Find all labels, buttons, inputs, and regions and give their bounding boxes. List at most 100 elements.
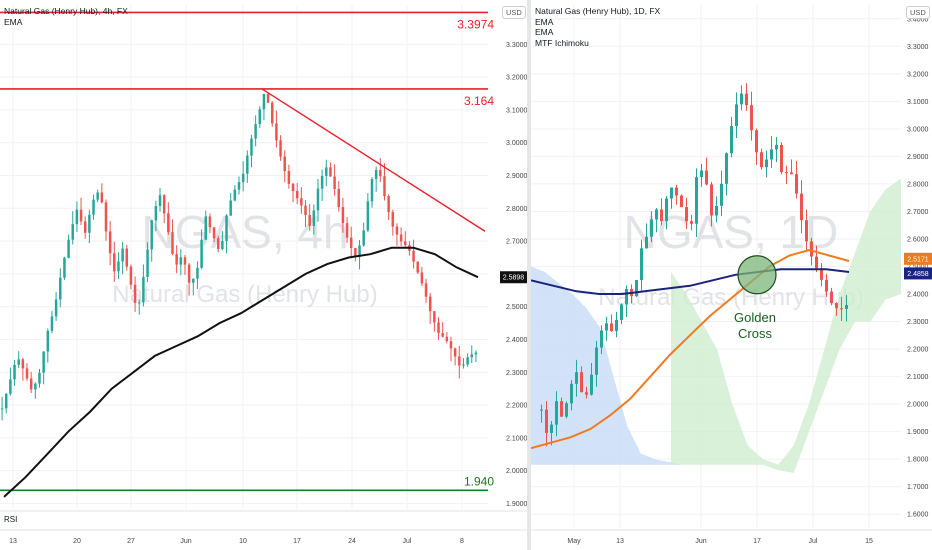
left-candle-body <box>162 195 166 214</box>
golden-cross-label-line2: Cross <box>738 326 772 341</box>
ichimoku-cloud-bearish <box>531 266 696 465</box>
left-y-tick: 3.1000 <box>506 107 527 114</box>
right-candle-body <box>680 195 683 208</box>
left-candle-body <box>200 239 203 268</box>
right-candle-body <box>675 187 678 196</box>
left-symbol-title: Natural Gas (Henry Hub), 4h, FX <box>4 6 128 16</box>
left-candle-body <box>25 368 29 379</box>
left-x-tick: 27 <box>127 538 135 545</box>
right-candle-body <box>610 323 613 332</box>
right-candle-body <box>785 172 788 174</box>
left-candle-body <box>113 253 116 272</box>
left-candle-body <box>179 257 183 265</box>
right-y-tick: 3.1000 <box>907 99 929 106</box>
right-candle-body <box>700 170 703 178</box>
left-candle-body <box>287 171 291 184</box>
left-candle-body <box>279 140 282 157</box>
right-candle-body <box>730 126 733 154</box>
left-candle-body <box>171 232 174 254</box>
ema-slow-line <box>531 268 850 295</box>
right-currency-button[interactable]: USD <box>906 6 930 19</box>
right-candle-body <box>830 291 833 304</box>
left-candle-body <box>125 248 129 267</box>
left-candle-body <box>146 249 149 278</box>
left-x-tick: 10 <box>239 538 247 545</box>
left-candle-body <box>374 169 378 180</box>
right-candle-body <box>620 304 623 320</box>
left-y-tick: 2.1000 <box>506 435 527 442</box>
left-candle-body <box>453 348 457 357</box>
right-candle-body <box>565 403 568 417</box>
right-candle-body <box>720 183 723 206</box>
golden-cross-label-line1: Golden <box>734 310 776 325</box>
right-y-tick: 2.2000 <box>907 347 929 354</box>
left-candle-body <box>271 102 274 124</box>
left-candle-body <box>38 372 41 384</box>
left-candle-body <box>258 109 262 125</box>
right-candle-body <box>625 288 628 305</box>
left-candle-body <box>54 299 58 317</box>
level-label: 3.3974 <box>457 17 494 31</box>
left-candle-body <box>21 359 25 369</box>
left-candle-body <box>441 333 444 337</box>
left-candle-body <box>366 201 370 231</box>
right-candle-body <box>575 372 578 384</box>
right-candle-body <box>600 330 603 348</box>
right-chart-panel[interactable]: NGAS, 1D Natural Gas (Henry Hub) Golden Cro… <box>531 0 932 550</box>
left-candle-body <box>329 167 332 177</box>
right-candle-body <box>580 372 583 393</box>
left-ema-line <box>3 246 479 498</box>
right-candle-body <box>790 172 793 175</box>
left-candle-body <box>387 196 390 213</box>
right-x-tick: 13 <box>616 538 624 545</box>
left-y-tick: 2.4000 <box>506 337 527 344</box>
right-ema-label-1: EMA <box>535 16 554 27</box>
left-candle-body <box>345 223 349 238</box>
right-candle-body <box>650 219 653 237</box>
left-candle-body <box>75 209 79 225</box>
left-price-badge <box>500 271 527 284</box>
left-candle-body <box>308 215 311 226</box>
left-candle-body <box>79 209 83 222</box>
left-candle-body <box>196 267 199 279</box>
left-chart-panel[interactable]: NGAS, 4h Natural Gas (Henry Hub) 3.3974 3.1… <box>0 0 527 550</box>
left-candle-body <box>142 277 145 303</box>
right-symbol-title: Natural Gas (Henry Hub), 1D, FX <box>535 6 661 16</box>
left-candle-body <box>433 311 436 323</box>
right-candle-body <box>560 401 563 417</box>
left-candle-body <box>325 167 328 176</box>
right-candle-body <box>545 409 548 433</box>
left-currency-button[interactable]: USD <box>502 6 526 19</box>
left-x-tick: 24 <box>348 538 356 545</box>
left-y-tick: 3.0000 <box>506 140 527 147</box>
left-candle-body <box>262 94 266 110</box>
right-y-tick: 1.9000 <box>907 429 929 436</box>
left-legend: Natural Gas (Henry Hub), 4h, FX EMA <box>4 6 128 27</box>
left-candle-body <box>225 215 228 241</box>
right-candle-body <box>705 170 708 185</box>
left-candle-body <box>59 277 62 300</box>
left-candle-body <box>229 200 232 216</box>
left-candle-body <box>158 195 162 207</box>
left-candle-body <box>428 296 432 312</box>
right-price-badge <box>904 252 932 265</box>
right-candle-body <box>815 256 818 269</box>
left-candle-body <box>88 214 91 233</box>
right-candle-body <box>555 401 558 425</box>
left-candle-body <box>92 199 95 215</box>
left-candle-body <box>204 216 207 240</box>
left-candle-body <box>46 330 50 352</box>
right-candle-body <box>540 409 543 411</box>
panel-divider[interactable] <box>527 0 531 550</box>
left-candle-body <box>9 379 12 394</box>
left-candle-body <box>133 284 137 303</box>
left-price-badge-text: 2.5898 <box>503 275 525 282</box>
left-candle-body <box>300 198 303 206</box>
right-candle-body <box>820 268 823 280</box>
left-candle-body <box>470 354 474 358</box>
left-candle-body <box>63 257 66 278</box>
right-x-tick: Jul <box>809 538 818 545</box>
right-candle-body <box>770 149 773 160</box>
